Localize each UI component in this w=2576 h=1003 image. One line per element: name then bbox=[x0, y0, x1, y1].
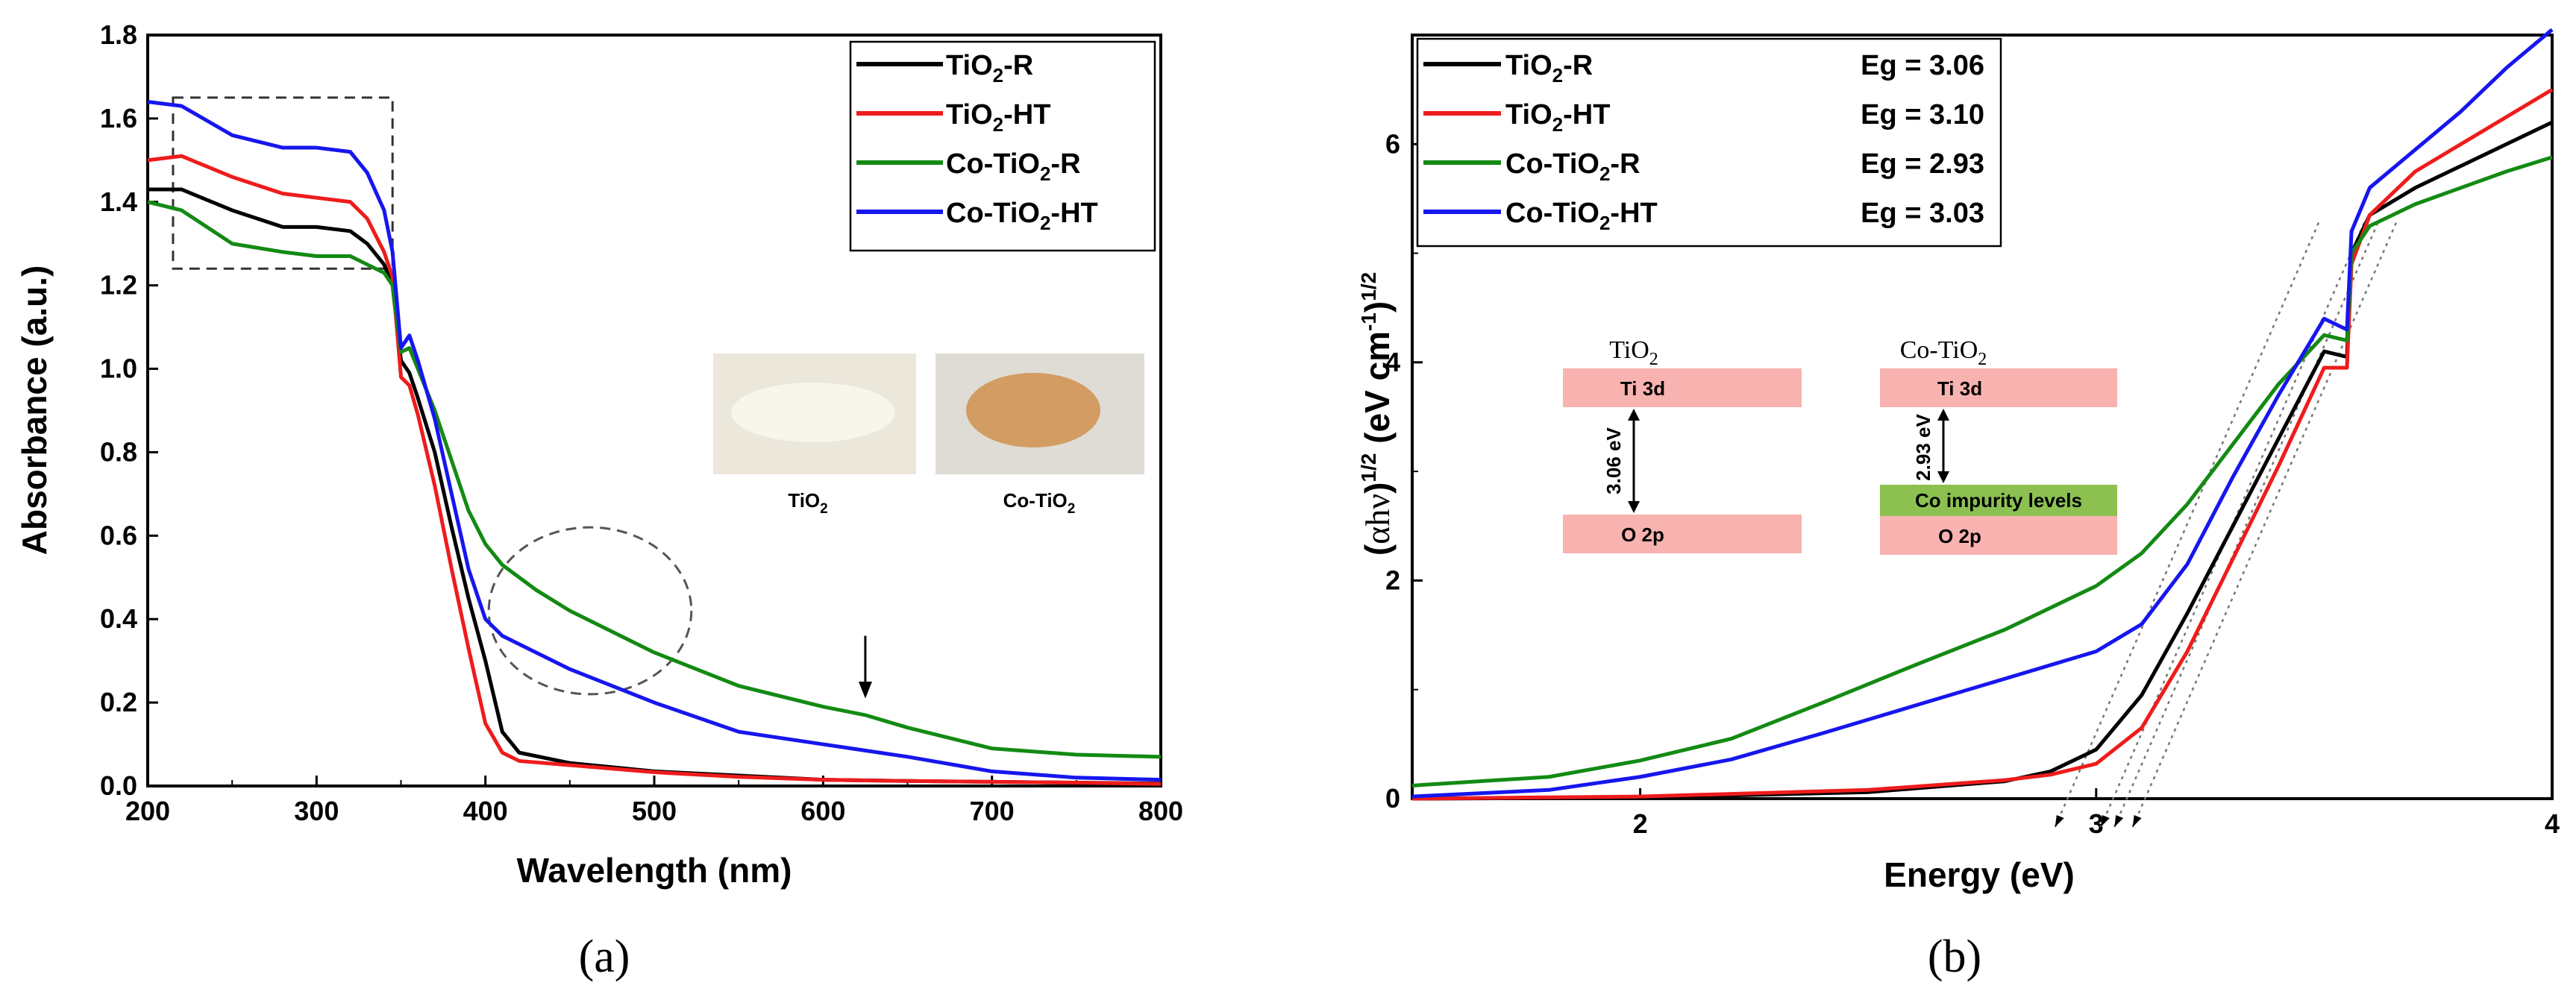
right-cb-label: Ti 3d bbox=[1937, 377, 1982, 400]
panel-a-legend bbox=[849, 40, 1156, 252]
panel-b-x-axis-title: Energy (eV) bbox=[1884, 855, 2075, 894]
series-line-TiO2-HT bbox=[1411, 87, 2554, 801]
extrapolation-line bbox=[2131, 220, 2398, 828]
legend-label: TiO2-R bbox=[1505, 50, 1593, 87]
panel-b-series bbox=[1411, 28, 2554, 801]
right-gap-arrow-up-icon bbox=[1937, 409, 1949, 421]
panel-a-x-axis-title: Wavelength (nm) bbox=[517, 851, 792, 890]
y-tick-label: 0.4 bbox=[100, 603, 137, 634]
x-tick-label: 700 bbox=[970, 796, 1015, 826]
down-arrow-icon bbox=[858, 635, 872, 699]
legend-eg-value: Eg = 3.10 bbox=[1861, 99, 1984, 131]
x-tick-label: 300 bbox=[294, 796, 339, 826]
y-tick-label: 1.8 bbox=[100, 19, 137, 50]
y-tick-label: 0.0 bbox=[100, 770, 137, 801]
legend-eg-value: Eg = 3.03 bbox=[1861, 198, 1984, 229]
plot-b-frame bbox=[1411, 34, 2554, 800]
co-impurity-band bbox=[1880, 485, 2117, 516]
inset-photo2-label: Co-TiO2 bbox=[1003, 489, 1076, 517]
x-tick-label: 800 bbox=[1138, 796, 1183, 826]
panel-b-x-ticks: 2 3 4 bbox=[1633, 788, 2560, 839]
left-valence-band bbox=[1563, 515, 1802, 553]
extrapolation-line bbox=[2113, 220, 2380, 828]
tio2-powder-pile bbox=[731, 383, 895, 442]
left-cb-label: Ti 3d bbox=[1620, 377, 1665, 400]
legend-label: TiO2-HT bbox=[946, 99, 1050, 136]
legend-label: Co-TiO2-R bbox=[946, 148, 1081, 185]
y-tick-label: 1.2 bbox=[100, 270, 137, 301]
extrapolation-line bbox=[2054, 220, 2321, 828]
panel-a-x-ticks: 200 300 400 500 600 700 800 bbox=[125, 776, 1183, 826]
left-vb-label: O 2p bbox=[1621, 523, 1664, 546]
legend-label: TiO2-HT bbox=[1505, 99, 1610, 136]
y-tick-label: 0.2 bbox=[100, 687, 137, 717]
legend-label: TiO2-R bbox=[946, 50, 1033, 87]
y-tick-label: 0.8 bbox=[100, 436, 137, 467]
y-tick-label: 6 bbox=[1385, 128, 1400, 159]
panel-a-y-ticks: 0.0 0.2 0.4 0.6 0.8 1.0 1.2 1.4 1.6 1.8 bbox=[100, 19, 158, 801]
legend-label: Co-TiO2-HT bbox=[1505, 198, 1658, 234]
series-line-Co-TiO2-HT bbox=[1411, 28, 2554, 799]
panel-b-y-ticks: 0 2 4 6 bbox=[1385, 128, 1423, 814]
right-gap-value: 2.93 eV bbox=[1912, 414, 1934, 481]
series-line-Co-TiO2-R bbox=[147, 200, 1162, 759]
highlight-circle bbox=[487, 526, 693, 696]
zoom-region-box bbox=[172, 96, 394, 270]
inset-photo1-label: TiO2 bbox=[788, 489, 827, 517]
panel-b-legend bbox=[1416, 37, 2002, 248]
band-right-title: Co-TiO2 bbox=[1900, 336, 1987, 369]
panel-b-label: (b) bbox=[1928, 931, 1981, 982]
impurity-label: Co impurity levels bbox=[1915, 489, 2082, 512]
left-gap-arrow-down-icon bbox=[1628, 501, 1640, 513]
sample-photos-inset: TiO2 Co-TiO2 bbox=[713, 353, 1144, 517]
right-conduction-band bbox=[1880, 368, 2117, 407]
left-gap-value: 3.06 eV bbox=[1602, 427, 1625, 494]
x-tick-label: 2 bbox=[1633, 808, 1648, 839]
panel-a-label: (a) bbox=[579, 931, 630, 982]
panel-b-legend-entries: TiO2-R Eg = 3.06 TiO2-HT Eg = 3.10 Co-TiO2-R… bbox=[1423, 50, 1984, 234]
extrapolation-arrow-icon bbox=[2100, 815, 2110, 828]
x-tick-label: 4 bbox=[2545, 808, 2560, 839]
y-tick-label: 0 bbox=[1385, 783, 1400, 814]
x-tick-label: 200 bbox=[125, 796, 170, 826]
panel-a-series bbox=[147, 100, 1162, 786]
arrow-head bbox=[858, 682, 872, 699]
y-tick-label: 0.6 bbox=[100, 520, 137, 550]
right-gap-arrow-down-icon bbox=[1937, 471, 1949, 483]
co-tio2-powder-pile bbox=[966, 373, 1100, 447]
panel-a-y-axis-title: Absorbance (a.u.) bbox=[15, 265, 54, 556]
legend-label: Co-TiO2-R bbox=[1505, 148, 1640, 185]
panel-a: 200 300 400 500 600 700 800 0.0 0.2 0.4 0.6 0.8 1.0… bbox=[15, 19, 1183, 982]
x-tick-label: 400 bbox=[463, 796, 508, 826]
series-line-TiO2-R bbox=[148, 187, 1162, 786]
legend-eg-value: Eg = 3.06 bbox=[1861, 50, 1984, 81]
y-tick-label: 2 bbox=[1385, 565, 1400, 595]
extrapolation-arrow-icon bbox=[2114, 815, 2124, 828]
legend-label: Co-TiO2-HT bbox=[946, 198, 1098, 234]
panel-a-legend-entries: TiO2-R TiO2-HT Co-TiO2-R Co-TiO2-HT bbox=[856, 50, 1098, 234]
panel-b: 2 3 4 0 2 4 6 Energy (eV) (αhν)1/2 (eV cm-1)1… bbox=[1357, 28, 2560, 982]
left-gap-arrow-up-icon bbox=[1628, 409, 1640, 421]
y-tick-label: 1.6 bbox=[100, 103, 137, 133]
right-vb-label: O 2p bbox=[1938, 525, 1981, 547]
right-valence-band bbox=[1880, 516, 2117, 555]
band-left-title: TiO2 bbox=[1609, 336, 1658, 369]
y-tick-label: 4 bbox=[1385, 347, 1400, 377]
panel-b-y-axis-title: (αhν)1/2 (eV cm-1)1/2 bbox=[1357, 272, 1397, 556]
x-tick-label: 600 bbox=[800, 796, 845, 826]
band-diagram-inset: TiO2 Co-TiO2 Ti 3d O 2p 3.06 eV Ti 3d Co… bbox=[1563, 336, 2117, 555]
left-conduction-band bbox=[1563, 368, 1802, 407]
legend-eg-value: Eg = 2.93 bbox=[1861, 148, 1984, 180]
y-tick-label: 1.0 bbox=[100, 353, 137, 384]
series-line-Co-TiO2-R bbox=[1411, 155, 2553, 787]
x-tick-label: 3 bbox=[2089, 808, 2104, 839]
y-tick-label: 1.4 bbox=[100, 186, 137, 217]
series-line-Co-TiO2-HT bbox=[147, 100, 1162, 782]
extrapolation-arrow-icon bbox=[2132, 815, 2142, 828]
x-tick-label: 500 bbox=[632, 796, 677, 826]
extrapolation-arrow-icon bbox=[2055, 815, 2064, 828]
series-line-TiO2-HT bbox=[147, 154, 1162, 786]
